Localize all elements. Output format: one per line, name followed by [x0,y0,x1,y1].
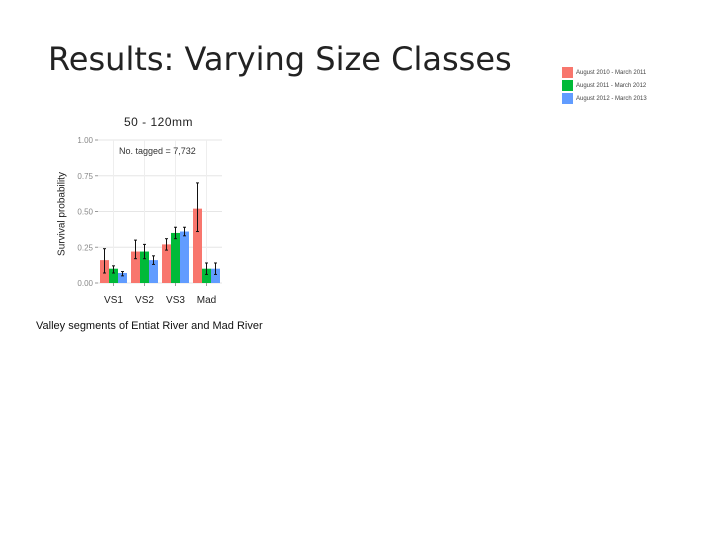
bar [109,268,118,283]
legend-label: August 2011 - March 2012 [576,82,647,89]
slide-title: Results: Varying Size Classes [48,40,512,78]
legend-item: August 2010 - March 2011 [562,66,658,79]
x-tick-label: VS3 [166,295,185,306]
chart-title: 50 - 120mm [123,115,194,129]
legend-label: August 2012 - March 2013 [576,95,647,102]
y-tick-label: 0.50 [77,208,93,217]
bar [131,251,140,283]
y-tick-label: 0.75 [77,172,93,181]
legend-swatch [562,93,573,104]
bar [202,268,211,283]
bar [140,251,149,283]
x-tick-label: VS1 [104,295,123,306]
bar [180,231,189,283]
bar [149,260,158,283]
chart-caption: Valley segments of Entiat River and Mad … [36,320,263,332]
y-tick-label: 0.00 [77,279,93,288]
x-tick-label: Mad [197,295,216,306]
bar [211,268,220,283]
x-tick-label: VS2 [135,295,154,306]
bar [193,208,202,283]
legend-item: August 2011 - March 2012 [562,79,658,92]
legend-swatch [562,80,573,91]
y-tick-label: 0.25 [77,243,93,252]
legend-item: August 2012 - March 2013 [562,92,658,105]
legend-swatch [562,67,573,78]
bar [162,244,171,283]
bar [171,232,180,283]
bar [118,272,127,283]
legend-label: August 2010 - March 2011 [576,69,647,76]
chart-legend: August 2010 - March 2011 August 2011 - M… [562,66,658,105]
y-tick-label: 1.00 [77,136,93,145]
tagged-count-annotation: No. tagged = 7,732 [119,146,196,156]
